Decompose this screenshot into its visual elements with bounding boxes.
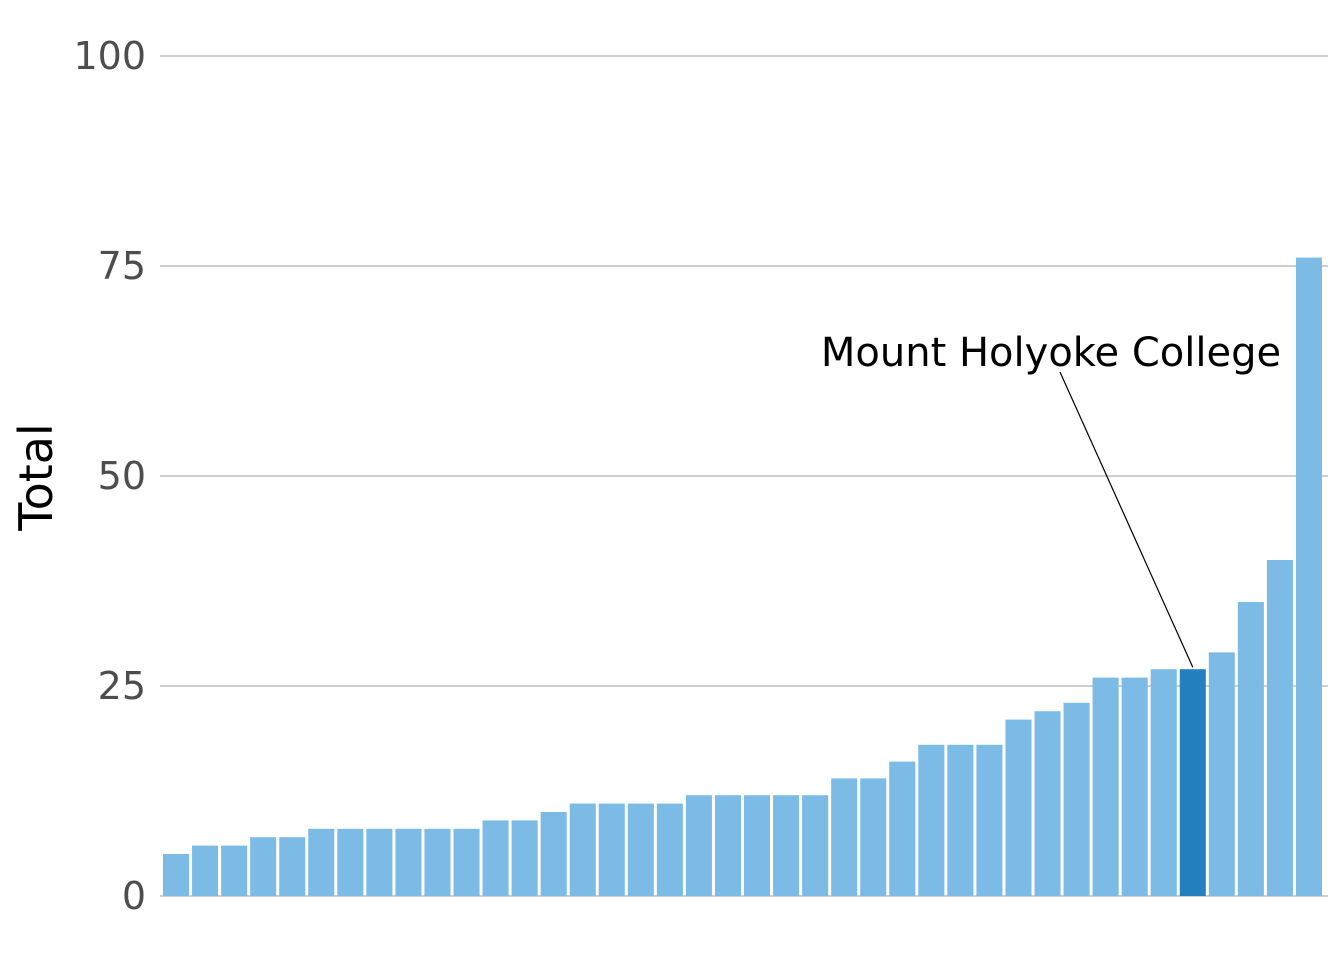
bar — [1295, 257, 1322, 897]
bar — [163, 854, 190, 896]
bar — [889, 761, 916, 896]
bar — [1150, 669, 1177, 896]
bar — [860, 778, 887, 896]
y-tick-label: 50 — [98, 454, 146, 498]
bar — [1063, 702, 1090, 896]
bar — [337, 828, 364, 896]
bar — [221, 845, 248, 896]
bar — [627, 803, 654, 896]
annotation-label: Mount Holyoke College — [821, 330, 1281, 376]
bar — [656, 803, 683, 896]
bar — [308, 828, 335, 896]
bar — [1034, 711, 1061, 896]
bar — [395, 828, 422, 896]
bars — [163, 257, 1322, 897]
bar — [1237, 602, 1264, 896]
bar — [976, 744, 1003, 896]
y-axis-title: Total — [9, 423, 63, 531]
y-tick-label: 100 — [73, 34, 146, 78]
bar — [1121, 677, 1148, 896]
bar — [1266, 560, 1293, 896]
bar — [947, 744, 974, 896]
bar — [1005, 719, 1032, 896]
y-axis-ticks: 0 25 50 75 100 — [73, 34, 146, 918]
y-tick-label: 0 — [122, 874, 146, 918]
bar — [511, 820, 538, 896]
bar — [1208, 652, 1235, 896]
bar — [250, 837, 277, 896]
y-tick-label: 75 — [98, 244, 146, 288]
bar — [1092, 677, 1119, 896]
bar — [918, 744, 945, 896]
bar — [773, 795, 800, 896]
bar — [482, 820, 509, 896]
annotation: Mount Holyoke College — [821, 330, 1281, 668]
bar — [831, 778, 858, 896]
bar — [685, 795, 712, 896]
bar — [366, 828, 393, 896]
bar-highlighted — [1179, 669, 1206, 896]
bar — [569, 803, 596, 896]
bar — [540, 812, 567, 896]
bar — [714, 795, 741, 896]
annotation-leader-line — [1059, 371, 1194, 668]
y-tick-label: 25 — [98, 664, 146, 708]
bar — [279, 837, 306, 896]
bar — [424, 828, 451, 896]
bar — [744, 795, 771, 896]
bar — [802, 795, 829, 896]
bar — [453, 828, 480, 896]
bar — [192, 845, 219, 896]
bar — [598, 803, 625, 896]
